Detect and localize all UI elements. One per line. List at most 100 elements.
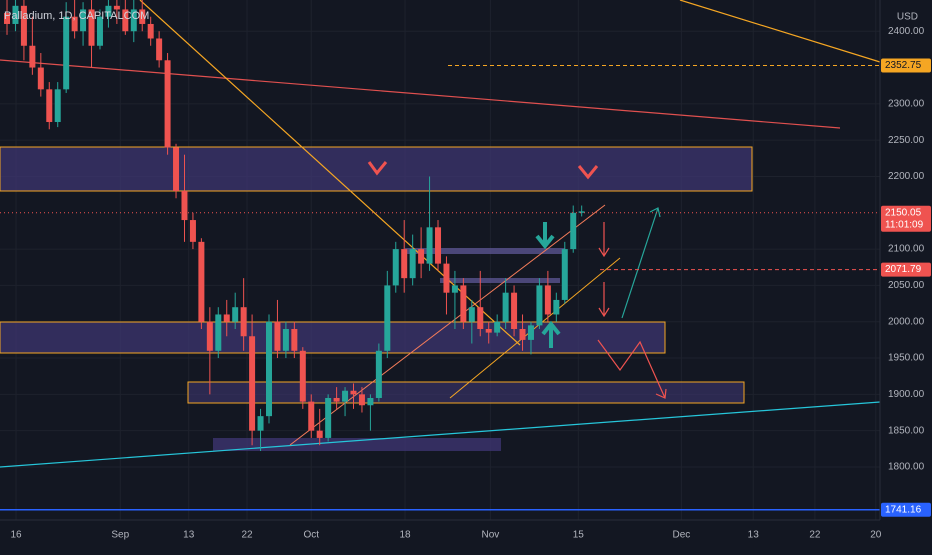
arrow-path [597, 339, 667, 399]
candle-body [189, 220, 196, 242]
countdown: 11:01:09 [885, 219, 924, 230]
y-tick-label: 2000.00 [888, 316, 925, 327]
currency: USD [897, 12, 918, 23]
candle-body [325, 397, 332, 438]
price-label: 1741.16 [885, 504, 922, 515]
price-label: 2071.79 [885, 264, 922, 275]
x-tick-label: 13 [748, 530, 760, 541]
candle-body [561, 249, 568, 300]
x-tick-label: 20 [870, 530, 882, 541]
candle-body [96, 16, 103, 46]
candle-body [426, 227, 433, 264]
level-box [405, 248, 565, 254]
candle-body [468, 307, 475, 322]
candle-body [4, 13, 11, 24]
candle-body [451, 285, 458, 293]
x-tick-label: Nov [482, 530, 500, 541]
candle-body [527, 325, 534, 340]
candle-body [511, 292, 518, 329]
candle-body [198, 241, 205, 322]
y-tick-label: 2250.00 [888, 135, 925, 146]
y-tick-label: 1900.00 [888, 389, 925, 400]
candle-body [375, 350, 382, 398]
candle-body [485, 328, 492, 333]
candle-body [291, 328, 298, 351]
candle-body [71, 16, 78, 32]
price-label-box [881, 58, 931, 73]
candle-body [249, 336, 256, 431]
candle-body [80, 9, 87, 32]
candle-body [181, 191, 188, 221]
time-axis [0, 520, 932, 550]
candle-body [274, 321, 281, 351]
candle-body [392, 249, 399, 286]
level-box [440, 278, 560, 283]
price-label: 2352.75 [885, 60, 922, 71]
y-tick-label: 1950.00 [888, 353, 925, 364]
candle-body [299, 350, 306, 402]
arrow-red [598, 222, 610, 258]
candle-body [63, 16, 70, 90]
y-tick-label: 2100.00 [888, 244, 925, 255]
candle-body [367, 397, 374, 406]
base-zone [213, 438, 501, 451]
candle-body [443, 263, 450, 293]
y-tick-label: 2200.00 [888, 171, 925, 182]
candle-body [477, 307, 484, 329]
candle-body [519, 328, 526, 340]
candle-body [494, 321, 501, 333]
candle-body [29, 45, 36, 68]
candle-body [553, 299, 560, 315]
candles [4, 0, 585, 452]
y-tick-label: 2300.00 [888, 98, 925, 109]
x-tick-label: 16 [10, 530, 22, 541]
candle-body [282, 328, 289, 351]
candle-body [139, 9, 146, 24]
candle-body [156, 38, 163, 61]
candle-body [46, 89, 53, 123]
candle-body [578, 211, 585, 213]
candle-body [37, 67, 44, 90]
resistance-zone [0, 146, 753, 192]
candle-body [384, 285, 391, 351]
candle-body [173, 147, 180, 192]
trend-line [0, 401, 881, 468]
price-lines [0, 65, 880, 511]
x-tick-label: 13 [183, 530, 195, 541]
arrow-green [621, 207, 661, 319]
candle-body [502, 292, 509, 322]
candle-body [544, 285, 551, 315]
price-label-box [881, 205, 931, 232]
x-tick-label: 22 [241, 530, 253, 541]
candle-body [358, 394, 365, 406]
arrow-up-green [541, 320, 561, 348]
candle-body [206, 321, 213, 351]
candle-body [12, 5, 19, 24]
candle-body [460, 285, 467, 322]
axes: 2400.00 2300.00 2250.00 2200.00 2100.00 2050.… [10, 26, 931, 541]
trend-line [679, 0, 881, 63]
support-zone [0, 321, 666, 354]
x-tick-label: Sep [111, 530, 129, 541]
target-zone [187, 381, 745, 404]
candle-body [164, 60, 171, 148]
candle-body [147, 23, 154, 39]
candle-body [316, 430, 323, 438]
candle-body [401, 249, 408, 279]
y-tick-label: 1850.00 [888, 425, 925, 436]
candle-body [265, 321, 272, 417]
chart-title: Palladium, 1D, CAPITALCOM [4, 10, 149, 22]
candle-body [105, 5, 112, 17]
candle-body [232, 307, 239, 322]
arrow-down [577, 165, 599, 180]
candle-body [308, 401, 315, 431]
candle-body [20, 5, 27, 46]
y-tick-label: 2400.00 [888, 26, 925, 37]
candle-body [342, 390, 349, 402]
candle-body [350, 390, 357, 395]
candle-body [240, 307, 247, 337]
grid [0, 0, 880, 520]
arrow-down-green [535, 222, 555, 250]
